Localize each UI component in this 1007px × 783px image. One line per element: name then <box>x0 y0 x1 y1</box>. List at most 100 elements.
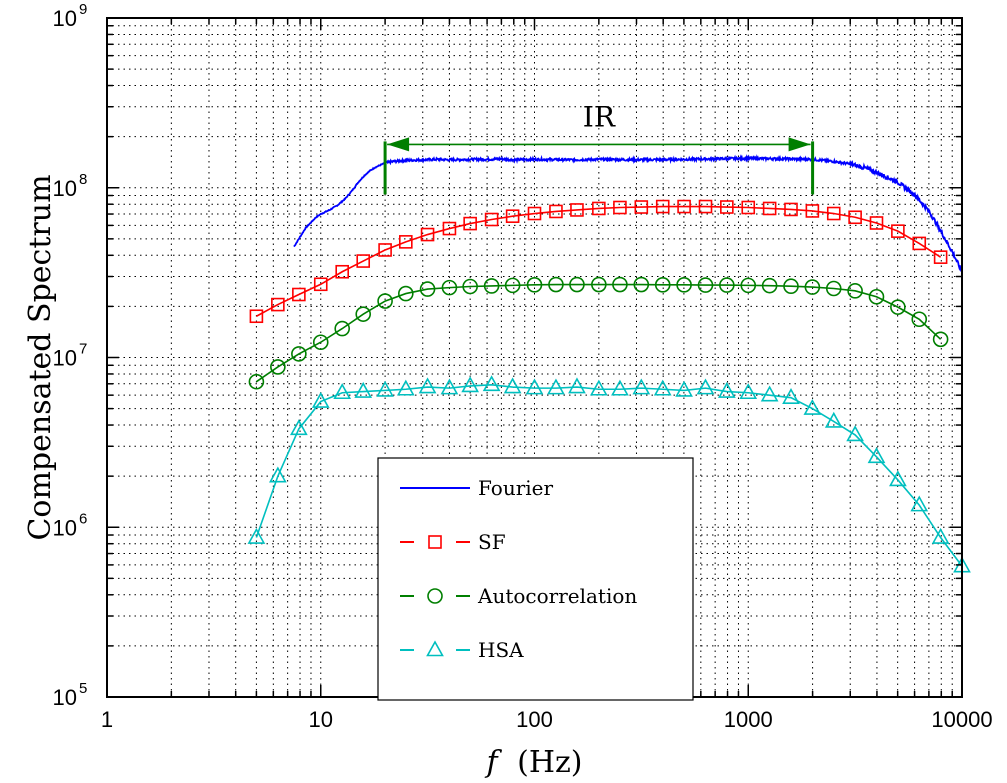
point-sf <box>655 199 670 214</box>
point-hsa <box>824 411 843 428</box>
point-sf <box>826 206 841 221</box>
y-tick-label: 10 <box>53 6 77 31</box>
point-autocorrelation <box>868 288 885 305</box>
x-axis-unit: (Hz) <box>517 745 582 780</box>
point-sf <box>805 204 820 218</box>
series-line-hsa <box>255 384 963 567</box>
series-line-fourier <box>293 153 963 273</box>
legend-item-sf: SF <box>400 530 506 554</box>
point-sf <box>848 210 862 225</box>
ir-arrow-head-left <box>387 137 410 152</box>
y-tick-exponent: 5 <box>79 680 87 697</box>
y-tick-exponent: 9 <box>79 1 87 18</box>
point-sf <box>335 264 350 279</box>
point-hsa <box>333 383 352 400</box>
x-tick-label: 100 <box>516 707 553 732</box>
legend-label: Fourier <box>478 476 553 500</box>
point-sf <box>442 221 457 236</box>
legend-item-fourier: Fourier <box>400 476 553 500</box>
y-tick-exponent: 6 <box>79 510 87 527</box>
point-hsa <box>867 447 886 464</box>
series-fourier <box>293 153 963 273</box>
point-hsa <box>910 495 929 512</box>
point-autocorrelation <box>441 279 458 296</box>
point-sf <box>463 216 477 231</box>
point-autocorrelation <box>355 306 372 322</box>
point-hsa <box>547 378 565 395</box>
legend-marker <box>428 535 442 549</box>
point-hsa <box>418 377 437 394</box>
point-hsa <box>247 527 266 544</box>
point-sf <box>720 200 734 214</box>
point-hsa <box>760 385 779 402</box>
point-sf <box>784 202 798 217</box>
legend-label: Autocorrelation <box>477 584 637 608</box>
point-sf <box>912 236 927 251</box>
legend-marker <box>426 640 444 657</box>
point-hsa <box>889 470 907 487</box>
point-hsa <box>589 379 608 396</box>
x-tick-label: 10000 <box>931 707 992 732</box>
point-hsa <box>440 378 459 395</box>
series-hsa <box>247 375 971 573</box>
point-hsa <box>632 378 651 395</box>
point-hsa <box>846 425 864 442</box>
x-tick-label: 10 <box>309 707 333 732</box>
legend-label: SF <box>478 530 506 554</box>
point-sf <box>762 201 777 216</box>
point-sf <box>933 250 948 264</box>
point-autocorrelation <box>783 278 799 295</box>
point-autocorrelation <box>654 277 671 293</box>
point-hsa <box>782 388 800 404</box>
point-sf <box>570 203 584 217</box>
point-autocorrelation <box>569 276 585 293</box>
x-axis-variable: f <box>484 745 502 780</box>
point-autocorrelation <box>719 277 735 293</box>
point-autocorrelation <box>633 276 650 293</box>
legend: Fourier SF Autocorrelation HSA <box>377 457 694 701</box>
point-sf <box>292 287 306 302</box>
point-autocorrelation <box>697 277 714 293</box>
x-axis-title: f (Hz) <box>484 745 582 780</box>
point-autocorrelation <box>462 278 478 295</box>
point-sf <box>677 199 691 214</box>
point-hsa <box>739 383 758 400</box>
point-autocorrelation <box>612 276 628 293</box>
point-sf <box>613 200 627 215</box>
point-sf <box>891 224 905 238</box>
point-hsa <box>396 379 415 396</box>
point-autocorrelation <box>548 276 564 293</box>
annotation-layer: IR <box>383 100 815 195</box>
point-hsa <box>717 381 736 398</box>
point-autocorrelation <box>911 311 928 328</box>
point-sf <box>484 212 499 227</box>
point-sf <box>698 199 713 214</box>
point-sf <box>527 206 542 221</box>
legend-item-autocorrelation: Autocorrelation <box>400 584 637 608</box>
y-tick-exponent: 8 <box>79 171 87 188</box>
point-autocorrelation <box>334 320 351 337</box>
point-autocorrelation <box>932 331 949 348</box>
point-autocorrelation <box>761 277 778 294</box>
point-autocorrelation <box>526 277 543 293</box>
point-autocorrelation <box>740 277 757 294</box>
point-sf <box>249 309 264 324</box>
point-hsa <box>290 419 308 436</box>
point-hsa <box>503 377 522 394</box>
point-hsa <box>568 377 586 394</box>
legend-label: HSA <box>478 638 524 662</box>
point-hsa <box>525 378 544 395</box>
point-sf <box>271 297 285 312</box>
point-autocorrelation <box>419 281 436 297</box>
point-sf <box>420 227 435 242</box>
y-tick-label: 10 <box>53 176 77 201</box>
point-hsa <box>482 375 501 392</box>
point-autocorrelation <box>291 346 307 362</box>
ir-range-label: IR <box>583 100 616 133</box>
point-autocorrelation <box>377 293 393 309</box>
series-layer <box>247 153 971 573</box>
point-sf <box>399 235 413 249</box>
point-sf <box>592 201 606 216</box>
